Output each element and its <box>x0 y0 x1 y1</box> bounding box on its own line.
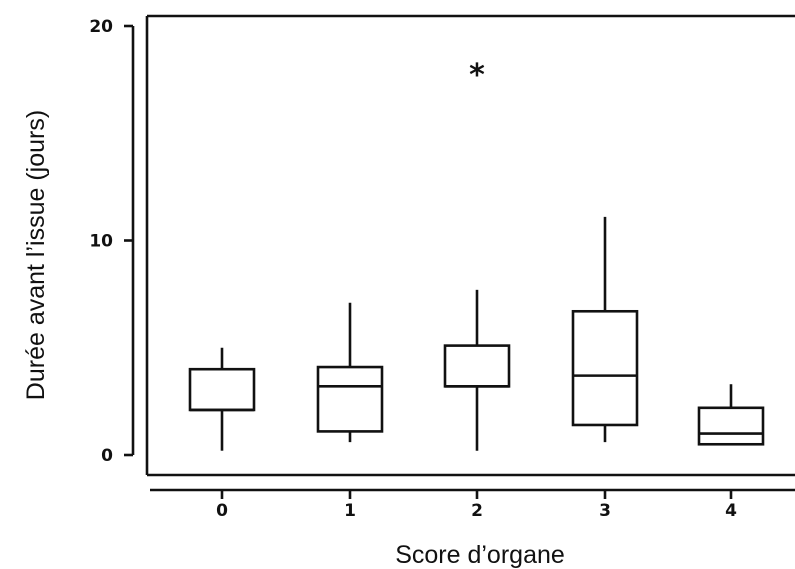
box-0 <box>188 347 256 451</box>
x-tick-label: 0 <box>216 501 228 521</box>
y-axis: 0 10 20 <box>89 17 135 466</box>
y-tick-label: 20 <box>89 17 113 37</box>
x-axis: 0 1 2 3 4 <box>150 488 795 521</box>
box-1 <box>316 302 384 443</box>
box-iqr <box>188 367 256 412</box>
x-tick-label: 2 <box>471 501 483 521</box>
box-2 <box>443 289 511 451</box>
plot-frame <box>145 14 795 477</box>
outlier-point: * <box>469 58 485 93</box>
x-tick-label: 4 <box>725 501 737 521</box>
box-iqr <box>571 309 639 427</box>
x-tick-label: 3 <box>599 501 611 521</box>
y-tick-label: 10 <box>89 232 113 252</box>
x-axis-title: Score d’organe <box>395 541 565 569</box>
box-iqr <box>443 344 511 388</box>
boxes <box>188 216 765 451</box>
outliers: * <box>469 58 485 93</box>
box-iqr <box>697 406 765 446</box>
box-iqr <box>316 365 384 433</box>
y-tick-label: 0 <box>101 446 113 466</box>
y-axis-title: Durée avant l’issue (jours) <box>22 110 50 400</box>
x-tick-label: 1 <box>344 501 356 521</box>
box-4 <box>697 384 765 446</box>
box-3 <box>571 216 639 443</box>
